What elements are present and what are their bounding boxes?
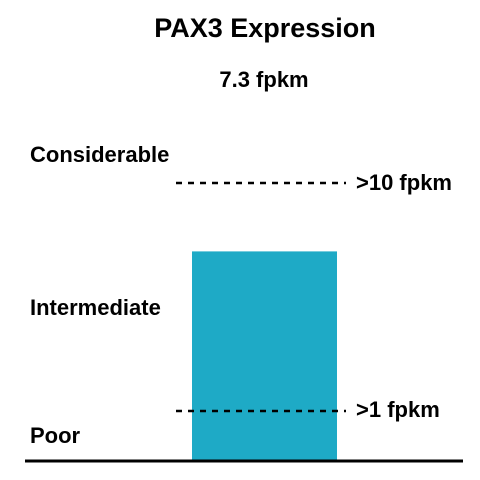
expression-bar (192, 251, 337, 461)
threshold-label-high: >10 fpkm (356, 170, 452, 195)
chart-subtitle: 7.3 fpkm (219, 67, 308, 92)
threshold-label-low: >1 fpkm (356, 397, 440, 422)
chart-title: PAX3 Expression (154, 13, 376, 43)
tier-label-poor: Poor (30, 423, 81, 448)
tier-label-intermediate: Intermediate (30, 295, 161, 320)
tier-label-considerable: Considerable (30, 142, 169, 167)
